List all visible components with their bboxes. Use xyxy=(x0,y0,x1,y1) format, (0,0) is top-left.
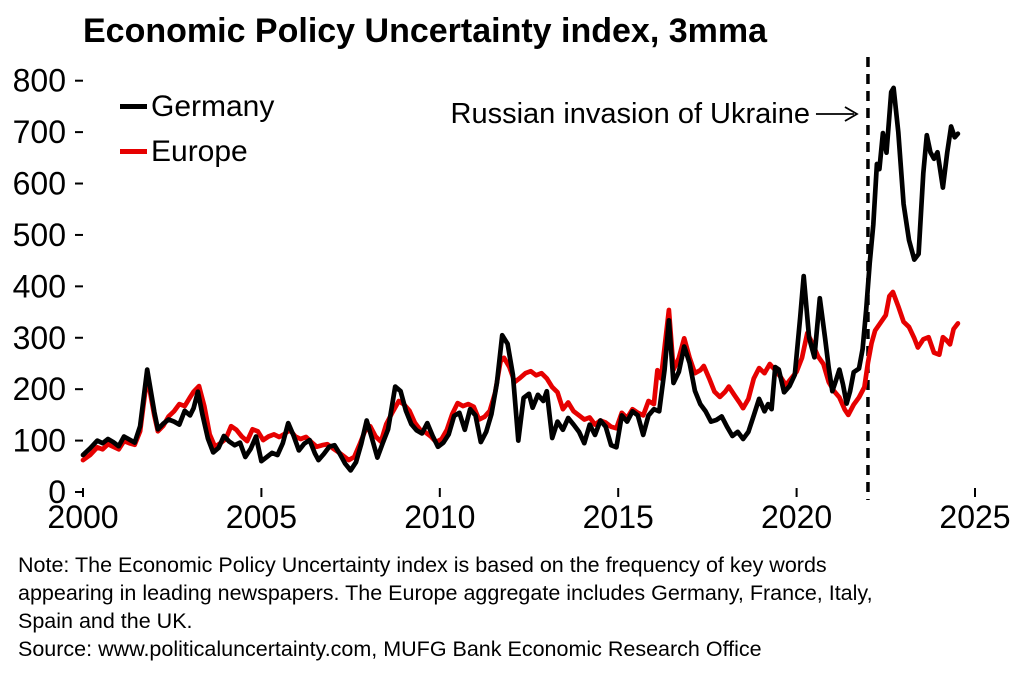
y-axis-tick-label: 500 xyxy=(13,217,66,253)
footnote-line: appearing in leading newspapers. The Eur… xyxy=(18,581,873,605)
y-axis-tick-label: 200 xyxy=(13,371,66,407)
legend-item-germany: Germany xyxy=(120,84,274,129)
x-axis-tick-label: 2005 xyxy=(226,499,297,535)
y-axis-tick-label: 300 xyxy=(13,320,66,356)
chart-title: Economic Policy Uncertainty index, 3mma xyxy=(83,12,768,50)
footnote-line: Spain and the UK. xyxy=(18,609,193,633)
y-axis-tick-label: 800 xyxy=(13,63,66,99)
legend: Germany Europe xyxy=(120,84,274,174)
x-axis-tick-label: 2025 xyxy=(939,499,1010,535)
legend-label-europe: Europe xyxy=(151,134,248,168)
y-axis-tick-label: 400 xyxy=(13,268,66,304)
chart-canvas: 0 100 200 300 400 500 600 700 800 2000 2005 2010 201… xyxy=(13,57,1011,535)
footnote-line: Note: The Economic Policy Uncertainty in… xyxy=(18,553,827,577)
y-axis-tick-label: 700 xyxy=(13,114,66,150)
x-axis-tick-label: 2020 xyxy=(761,499,832,535)
europe-line-swatch xyxy=(120,149,147,154)
annotation-arrow-head xyxy=(844,106,859,122)
y-axis-tick-label: 600 xyxy=(13,166,66,202)
footnote-line: Source: www.politicaluncertainty.com, MU… xyxy=(18,637,762,661)
legend-item-europe: Europe xyxy=(120,129,274,174)
series-line-germany xyxy=(80,85,961,473)
x-axis-tick-label: 2010 xyxy=(404,499,475,535)
event-annotation-text: Russian invasion of Ukraine xyxy=(450,98,810,130)
germany-line-swatch xyxy=(120,104,147,109)
y-axis-tick-label: 100 xyxy=(13,423,66,459)
footnote: Note: The Economic Policy Uncertainty in… xyxy=(18,551,1008,663)
x-axis-tick-label: 2015 xyxy=(583,499,654,535)
y-axis-tick-label: 0 xyxy=(48,474,66,510)
legend-label-germany: Germany xyxy=(151,89,275,123)
x-axis-tick-label: 2000 xyxy=(47,499,118,535)
